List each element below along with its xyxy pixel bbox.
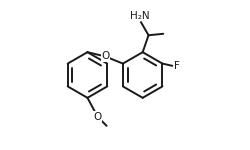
Text: O: O [101, 51, 109, 61]
Text: H₂N: H₂N [130, 11, 150, 21]
Text: O: O [94, 112, 102, 122]
Text: F: F [174, 61, 180, 71]
